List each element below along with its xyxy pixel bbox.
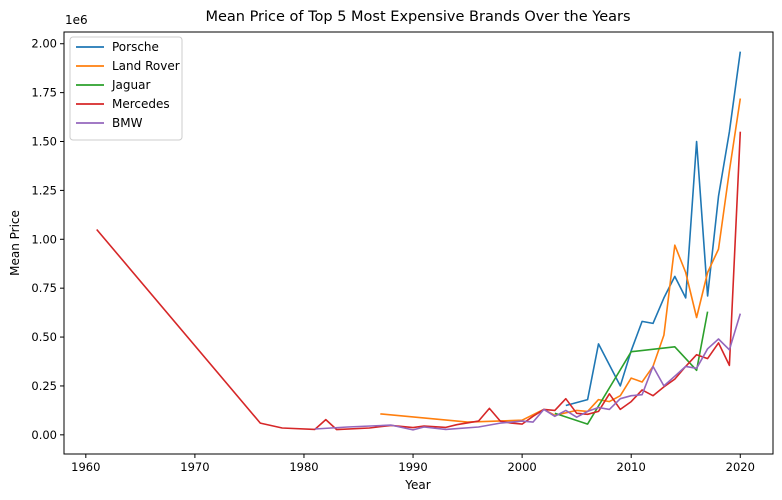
y-tick-label: 1.50 bbox=[31, 135, 57, 149]
series-line-land-rover bbox=[380, 98, 742, 423]
x-tick-label: 2000 bbox=[507, 460, 536, 474]
x-tick-label: 1970 bbox=[180, 460, 209, 474]
y-tick-label: 0.75 bbox=[31, 281, 57, 295]
legend-label: BMW bbox=[112, 116, 143, 130]
chart-title: Mean Price of Top 5 Most Expensive Brand… bbox=[205, 9, 630, 25]
plot-area bbox=[63, 31, 774, 455]
y-axis-label: Mean Price bbox=[8, 210, 22, 276]
legend-label: Land Rover bbox=[112, 59, 180, 73]
y-tick-label: 0.50 bbox=[31, 330, 57, 344]
series-line-jaguar bbox=[554, 311, 709, 425]
y-tick-label: 1.75 bbox=[31, 86, 57, 100]
y-tick-label: 2.00 bbox=[31, 37, 57, 51]
legend-label: Mercedes bbox=[112, 97, 170, 111]
y-tick-label: 0.00 bbox=[31, 428, 57, 442]
legend-box bbox=[69, 36, 183, 141]
series-line-mercedes bbox=[96, 131, 742, 431]
y-tick-label: 0.25 bbox=[31, 379, 57, 393]
x-tick-label: 2020 bbox=[726, 460, 755, 474]
x-tick-label: 1990 bbox=[398, 460, 427, 474]
x-axis-label: Year bbox=[404, 478, 430, 492]
x-tick-label: 2010 bbox=[617, 460, 646, 474]
y-tick-label: 1.25 bbox=[31, 183, 57, 197]
x-tick-label: 1960 bbox=[71, 460, 100, 474]
y-axis: 0.00 0.25 0.50 0.75 1.00 1.25 1.50 1.75 2.00 bbox=[31, 37, 64, 442]
legend-label: Porsche bbox=[112, 40, 159, 54]
series-lines bbox=[96, 51, 742, 431]
series-line-porsche bbox=[565, 51, 742, 407]
x-tick-label: 1980 bbox=[289, 460, 318, 474]
series-line-bmw bbox=[314, 313, 742, 431]
legend: Porsche Land Rover Jaguar Mercedes BMW bbox=[69, 36, 183, 141]
legend-label: Jaguar bbox=[111, 78, 150, 92]
x-axis: 1960 1970 1980 1990 2000 2010 2020 bbox=[71, 454, 755, 474]
y-axis-offset-label: 1e6 bbox=[65, 13, 88, 27]
y-tick-label: 1.00 bbox=[31, 232, 57, 246]
